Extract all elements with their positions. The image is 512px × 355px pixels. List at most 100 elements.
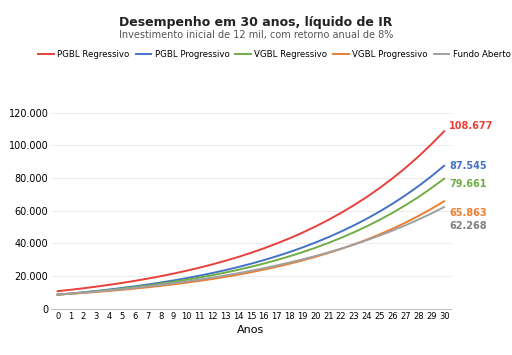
PGBL Regressivo	[93, 284, 99, 289]
PGBL Progressivo	[209, 271, 216, 275]
Line: VGBL Regressivo: VGBL Regressivo	[58, 179, 444, 295]
PGBL Regressivo	[55, 289, 61, 293]
VGBL Progressivo	[351, 242, 357, 247]
Fundo Aberto	[390, 229, 396, 233]
VGBL Progressivo	[402, 220, 409, 225]
Line: VGBL Progressivo: VGBL Progressivo	[58, 201, 444, 295]
PGBL Regressivo	[248, 251, 254, 255]
PGBL Progressivo	[68, 291, 74, 296]
PGBL Progressivo	[93, 289, 99, 293]
VGBL Regressivo	[428, 186, 434, 190]
Fundo Aberto	[222, 273, 228, 278]
X-axis label: Anos: Anos	[237, 325, 265, 335]
PGBL Progressivo	[402, 193, 409, 197]
PGBL Regressivo	[351, 203, 357, 207]
PGBL Regressivo	[300, 230, 306, 235]
Fundo Aberto	[132, 286, 138, 290]
VGBL Progressivo	[286, 262, 292, 266]
PGBL Progressivo	[55, 293, 61, 297]
Fundo Aberto	[235, 271, 241, 275]
PGBL Progressivo	[248, 262, 254, 266]
Fundo Aberto	[415, 218, 421, 222]
VGBL Regressivo	[106, 288, 112, 292]
Fundo Aberto	[312, 254, 318, 258]
PGBL Regressivo	[364, 195, 370, 199]
VGBL Progressivo	[390, 226, 396, 231]
Text: Desempenho em 30 anos, líquido de IR: Desempenho em 30 anos, líquido de IR	[119, 16, 393, 29]
Text: 79.661: 79.661	[449, 179, 487, 190]
Fundo Aberto	[286, 261, 292, 265]
VGBL Regressivo	[441, 176, 447, 181]
VGBL Regressivo	[415, 195, 421, 199]
PGBL Progressivo	[273, 254, 280, 258]
PGBL Progressivo	[312, 240, 318, 245]
PGBL Progressivo	[222, 268, 228, 272]
VGBL Regressivo	[158, 282, 164, 286]
Fundo Aberto	[106, 288, 112, 293]
PGBL Regressivo	[119, 281, 125, 285]
Fundo Aberto	[209, 275, 216, 280]
PGBL Regressivo	[325, 218, 331, 222]
VGBL Progressivo	[222, 275, 228, 279]
PGBL Regressivo	[80, 286, 87, 290]
Text: 62.268: 62.268	[449, 221, 487, 231]
VGBL Progressivo	[106, 289, 112, 293]
VGBL Regressivo	[325, 241, 331, 245]
PGBL Regressivo	[222, 259, 228, 263]
VGBL Progressivo	[93, 290, 99, 294]
PGBL Progressivo	[80, 290, 87, 294]
PGBL Progressivo	[390, 202, 396, 206]
VGBL Regressivo	[132, 285, 138, 289]
VGBL Regressivo	[402, 203, 409, 207]
VGBL Regressivo	[196, 275, 202, 280]
PGBL Progressivo	[132, 284, 138, 288]
VGBL Progressivo	[132, 286, 138, 291]
Fundo Aberto	[80, 290, 87, 295]
PGBL Regressivo	[170, 272, 177, 276]
Fundo Aberto	[93, 289, 99, 294]
Fundo Aberto	[170, 281, 177, 285]
Fundo Aberto	[402, 223, 409, 228]
VGBL Progressivo	[415, 214, 421, 218]
VGBL Progressivo	[209, 277, 216, 281]
VGBL Progressivo	[183, 280, 189, 285]
PGBL Regressivo	[377, 186, 383, 190]
PGBL Progressivo	[325, 235, 331, 239]
PGBL Regressivo	[312, 224, 318, 229]
PGBL Regressivo	[158, 274, 164, 278]
VGBL Regressivo	[209, 273, 216, 277]
PGBL Progressivo	[364, 217, 370, 221]
PGBL Progressivo	[261, 258, 267, 262]
VGBL Regressivo	[183, 278, 189, 282]
Fundo Aberto	[441, 205, 447, 209]
Fundo Aberto	[68, 291, 74, 296]
PGBL Regressivo	[183, 269, 189, 273]
VGBL Progressivo	[145, 285, 151, 289]
VGBL Progressivo	[80, 291, 87, 295]
PGBL Regressivo	[273, 241, 280, 246]
PGBL Progressivo	[286, 250, 292, 254]
VGBL Regressivo	[364, 224, 370, 228]
Fundo Aberto	[377, 234, 383, 238]
PGBL Regressivo	[441, 129, 447, 133]
VGBL Regressivo	[312, 246, 318, 250]
VGBL Regressivo	[377, 218, 383, 222]
VGBL Progressivo	[325, 251, 331, 255]
VGBL Progressivo	[261, 268, 267, 272]
Fundo Aberto	[248, 269, 254, 273]
PGBL Regressivo	[235, 255, 241, 259]
VGBL Progressivo	[119, 288, 125, 292]
VGBL Regressivo	[248, 265, 254, 269]
PGBL Progressivo	[441, 164, 447, 168]
Fundo Aberto	[273, 263, 280, 268]
Text: Investimento inicial de 12 mil, com retorno anual de 8%: Investimento inicial de 12 mil, com reto…	[119, 30, 393, 40]
PGBL Regressivo	[402, 166, 409, 170]
Legend: PGBL Regressivo, PGBL Progressivo, VGBL Regressivo, VGBL Progressivo, Fundo Aber: PGBL Regressivo, PGBL Progressivo, VGBL …	[35, 47, 512, 63]
PGBL Regressivo	[132, 279, 138, 283]
PGBL Regressivo	[106, 283, 112, 287]
PGBL Regressivo	[428, 142, 434, 147]
Fundo Aberto	[145, 284, 151, 289]
Fundo Aberto	[428, 212, 434, 216]
PGBL Progressivo	[170, 278, 177, 283]
Line: PGBL Regressivo: PGBL Regressivo	[58, 131, 444, 291]
